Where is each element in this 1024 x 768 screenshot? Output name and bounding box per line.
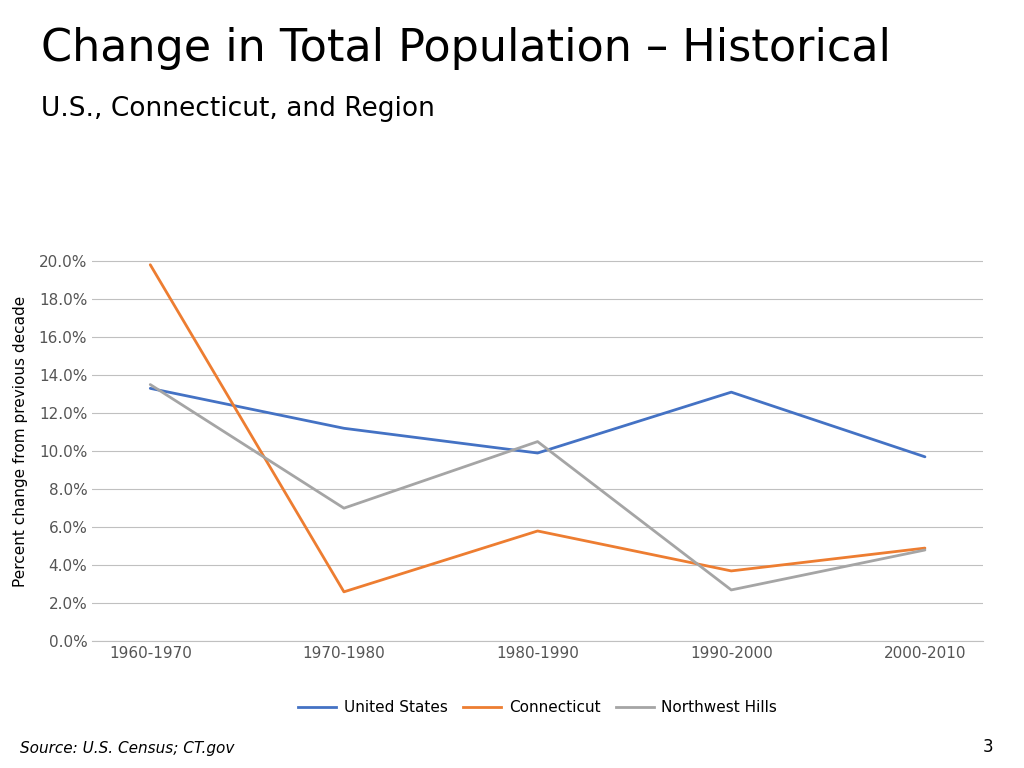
Legend: United States, Connecticut, Northwest Hills: United States, Connecticut, Northwest Hi… — [292, 694, 783, 721]
Northwest Hills — [919, 545, 931, 554]
Northwest Hills — [531, 437, 544, 446]
Y-axis label: Percent change from previous decade: Percent change from previous decade — [12, 296, 28, 588]
Northwest Hills — [725, 585, 737, 594]
United States — [144, 384, 157, 393]
Line: United States: United States — [151, 389, 925, 457]
Northwest Hills — [144, 380, 157, 389]
United States — [531, 449, 544, 458]
United States — [919, 452, 931, 462]
Connecticut — [338, 588, 350, 597]
Text: Change in Total Population – Historical: Change in Total Population – Historical — [41, 27, 891, 70]
Connecticut — [919, 544, 931, 553]
United States — [725, 388, 737, 397]
Connecticut — [144, 260, 157, 270]
Northwest Hills — [338, 504, 350, 513]
Text: U.S., Connecticut, and Region: U.S., Connecticut, and Region — [41, 96, 435, 122]
United States — [338, 424, 350, 433]
Line: Northwest Hills: Northwest Hills — [151, 385, 925, 590]
Connecticut — [531, 526, 544, 535]
Text: Source: U.S. Census; CT.gov: Source: U.S. Census; CT.gov — [20, 741, 234, 756]
Line: Connecticut: Connecticut — [151, 265, 925, 592]
Text: 3: 3 — [983, 739, 993, 756]
Connecticut — [725, 566, 737, 575]
